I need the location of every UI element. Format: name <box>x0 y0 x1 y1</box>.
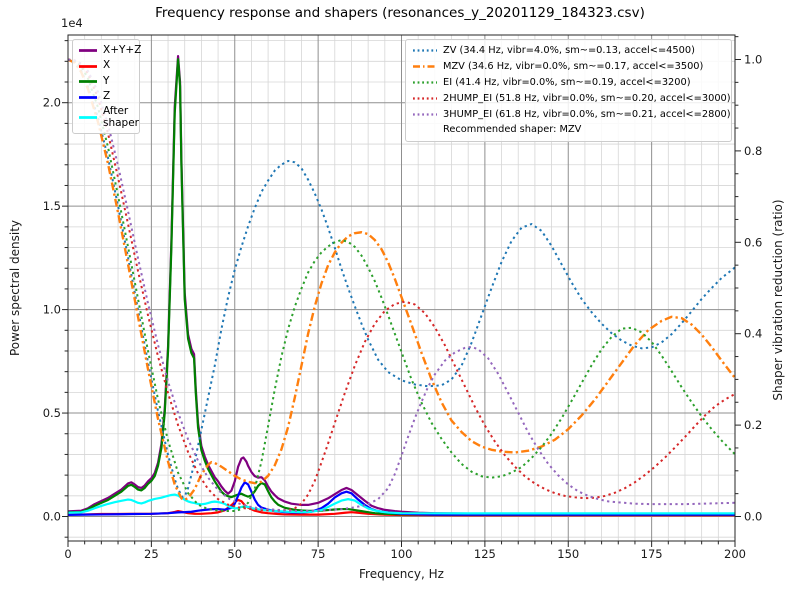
curve-mzv <box>68 58 735 502</box>
legend-item-zv: ZV (34.4 Hz, vibr=4.0%, sm~=0.13, accel<… <box>412 43 725 59</box>
line-sample-icon <box>78 77 98 86</box>
line-sample-icon <box>412 110 438 119</box>
x-tick-label: 0 <box>64 547 71 561</box>
line-sample-icon <box>78 62 98 71</box>
legend-label: Recommended shaper: MZV <box>443 124 582 136</box>
curve-y <box>68 58 735 516</box>
y-axis-left-label: Power spectral density <box>8 219 22 357</box>
y-right-tick-label: 0.4 <box>744 327 762 341</box>
x-axis-label: Frequency, Hz <box>359 567 444 581</box>
legend-item-y: Y <box>78 74 134 90</box>
x-tick-label: 100 <box>391 547 413 561</box>
tick-labels: 0 25 50 75 100 125 150 175 200 0.0 0.5 1.0 1.5 2.0 0.0… <box>43 53 763 562</box>
shaper-curves <box>68 58 735 513</box>
psd-curves <box>68 55 735 517</box>
tick-marks <box>62 36 741 547</box>
y-left-tick-label: 1.0 <box>43 303 61 317</box>
y-right-tick-label: 0.6 <box>744 235 762 249</box>
y-left-tick-label: 0.0 <box>43 510 61 524</box>
line-sample-icon <box>412 46 438 55</box>
y-right-tick-label: 0.8 <box>744 144 762 158</box>
line-sample-icon <box>78 46 98 55</box>
y-axis-right-label: Shaper vibration reduction (ratio) <box>771 199 785 401</box>
shaper-legend: ZV (34.4 Hz, vibr=4.0%, sm~=0.13, accel<… <box>405 39 732 142</box>
x-tick-label: 125 <box>474 547 496 561</box>
x-tick-label: 25 <box>144 547 159 561</box>
y-left-tick-label: 0.5 <box>43 406 61 420</box>
legend-label: ZV (34.4 Hz, vibr=4.0%, sm~=0.13, accel<… <box>443 45 695 57</box>
legend-item-3hump-ei: 3HUMP_EI (61.8 Hz, vibr=0.0%, sm~=0.21, … <box>412 106 731 122</box>
legend-item-x: X <box>78 59 134 75</box>
legend-recommended-note: Recommended shaper: MZV <box>412 122 725 138</box>
legend-label: X+Y+Z <box>103 43 142 56</box>
y-axis-offset-label: 1e4 <box>61 16 83 30</box>
y-right-tick-label: 0.2 <box>744 418 762 432</box>
legend-item-mzv: MZV (34.6 Hz, vibr=0.0%, sm~=0.17, accel… <box>412 59 725 75</box>
legend-label: MZV (34.6 Hz, vibr=0.0%, sm~=0.17, accel… <box>443 61 704 73</box>
legend-item-ei: EI (41.4 Hz, vibr=0.0%, sm~=0.19, accel<… <box>412 75 725 91</box>
legend-label: EI (41.4 Hz, vibr=0.0%, sm~=0.19, accel<… <box>443 76 691 88</box>
legend-item-2hump-ei: 2HUMP_EI (51.8 Hz, vibr=0.0%, sm~=0.20, … <box>412 90 731 106</box>
curve-3hump-ei <box>68 58 735 513</box>
legend-label: Y <box>103 74 110 87</box>
line-sample-icon <box>412 78 438 87</box>
curve-xyz <box>68 55 735 515</box>
legend-item-after-shaper: After shaper <box>78 105 139 130</box>
x-tick-label: 175 <box>641 547 663 561</box>
y-left-tick-label: 1.5 <box>43 199 61 213</box>
curve-2hump-ei <box>68 58 735 512</box>
legend-label: After shaper <box>103 104 140 129</box>
y-right-tick-label: 0.0 <box>744 510 762 524</box>
y-right-tick-label: 1.0 <box>744 53 762 67</box>
legend-label: 2HUMP_EI (51.8 Hz, vibr=0.0%, sm~=0.20, … <box>443 92 731 104</box>
chart-title: Frequency response and shapers (resonanc… <box>155 5 645 21</box>
line-sample-icon <box>412 94 438 103</box>
legend-label: Z <box>103 90 111 103</box>
y-left-tick-label: 2.0 <box>43 96 61 110</box>
legend-item-z: Z <box>78 90 134 106</box>
psd-legend: X+Y+Z X Y Z After shaper <box>72 39 141 134</box>
line-sample-icon <box>78 113 98 122</box>
legend-label: X <box>103 59 111 72</box>
curve-after-shaper <box>68 493 735 515</box>
x-tick-label: 50 <box>227 547 242 561</box>
legend-item-xyz: X+Y+Z <box>78 43 141 59</box>
legend-label: 3HUMP_EI (61.8 Hz, vibr=0.0%, sm~=0.21, … <box>443 108 731 120</box>
line-sample-icon <box>78 93 98 102</box>
line-sample-icon <box>412 62 438 71</box>
x-tick-label: 200 <box>724 547 746 561</box>
x-tick-label: 75 <box>311 547 326 561</box>
x-tick-label: 150 <box>557 547 579 561</box>
